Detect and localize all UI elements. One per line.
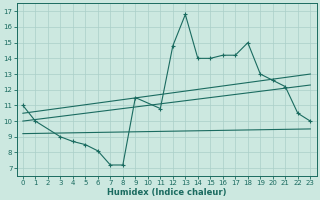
X-axis label: Humidex (Indice chaleur): Humidex (Indice chaleur) (107, 188, 226, 197)
